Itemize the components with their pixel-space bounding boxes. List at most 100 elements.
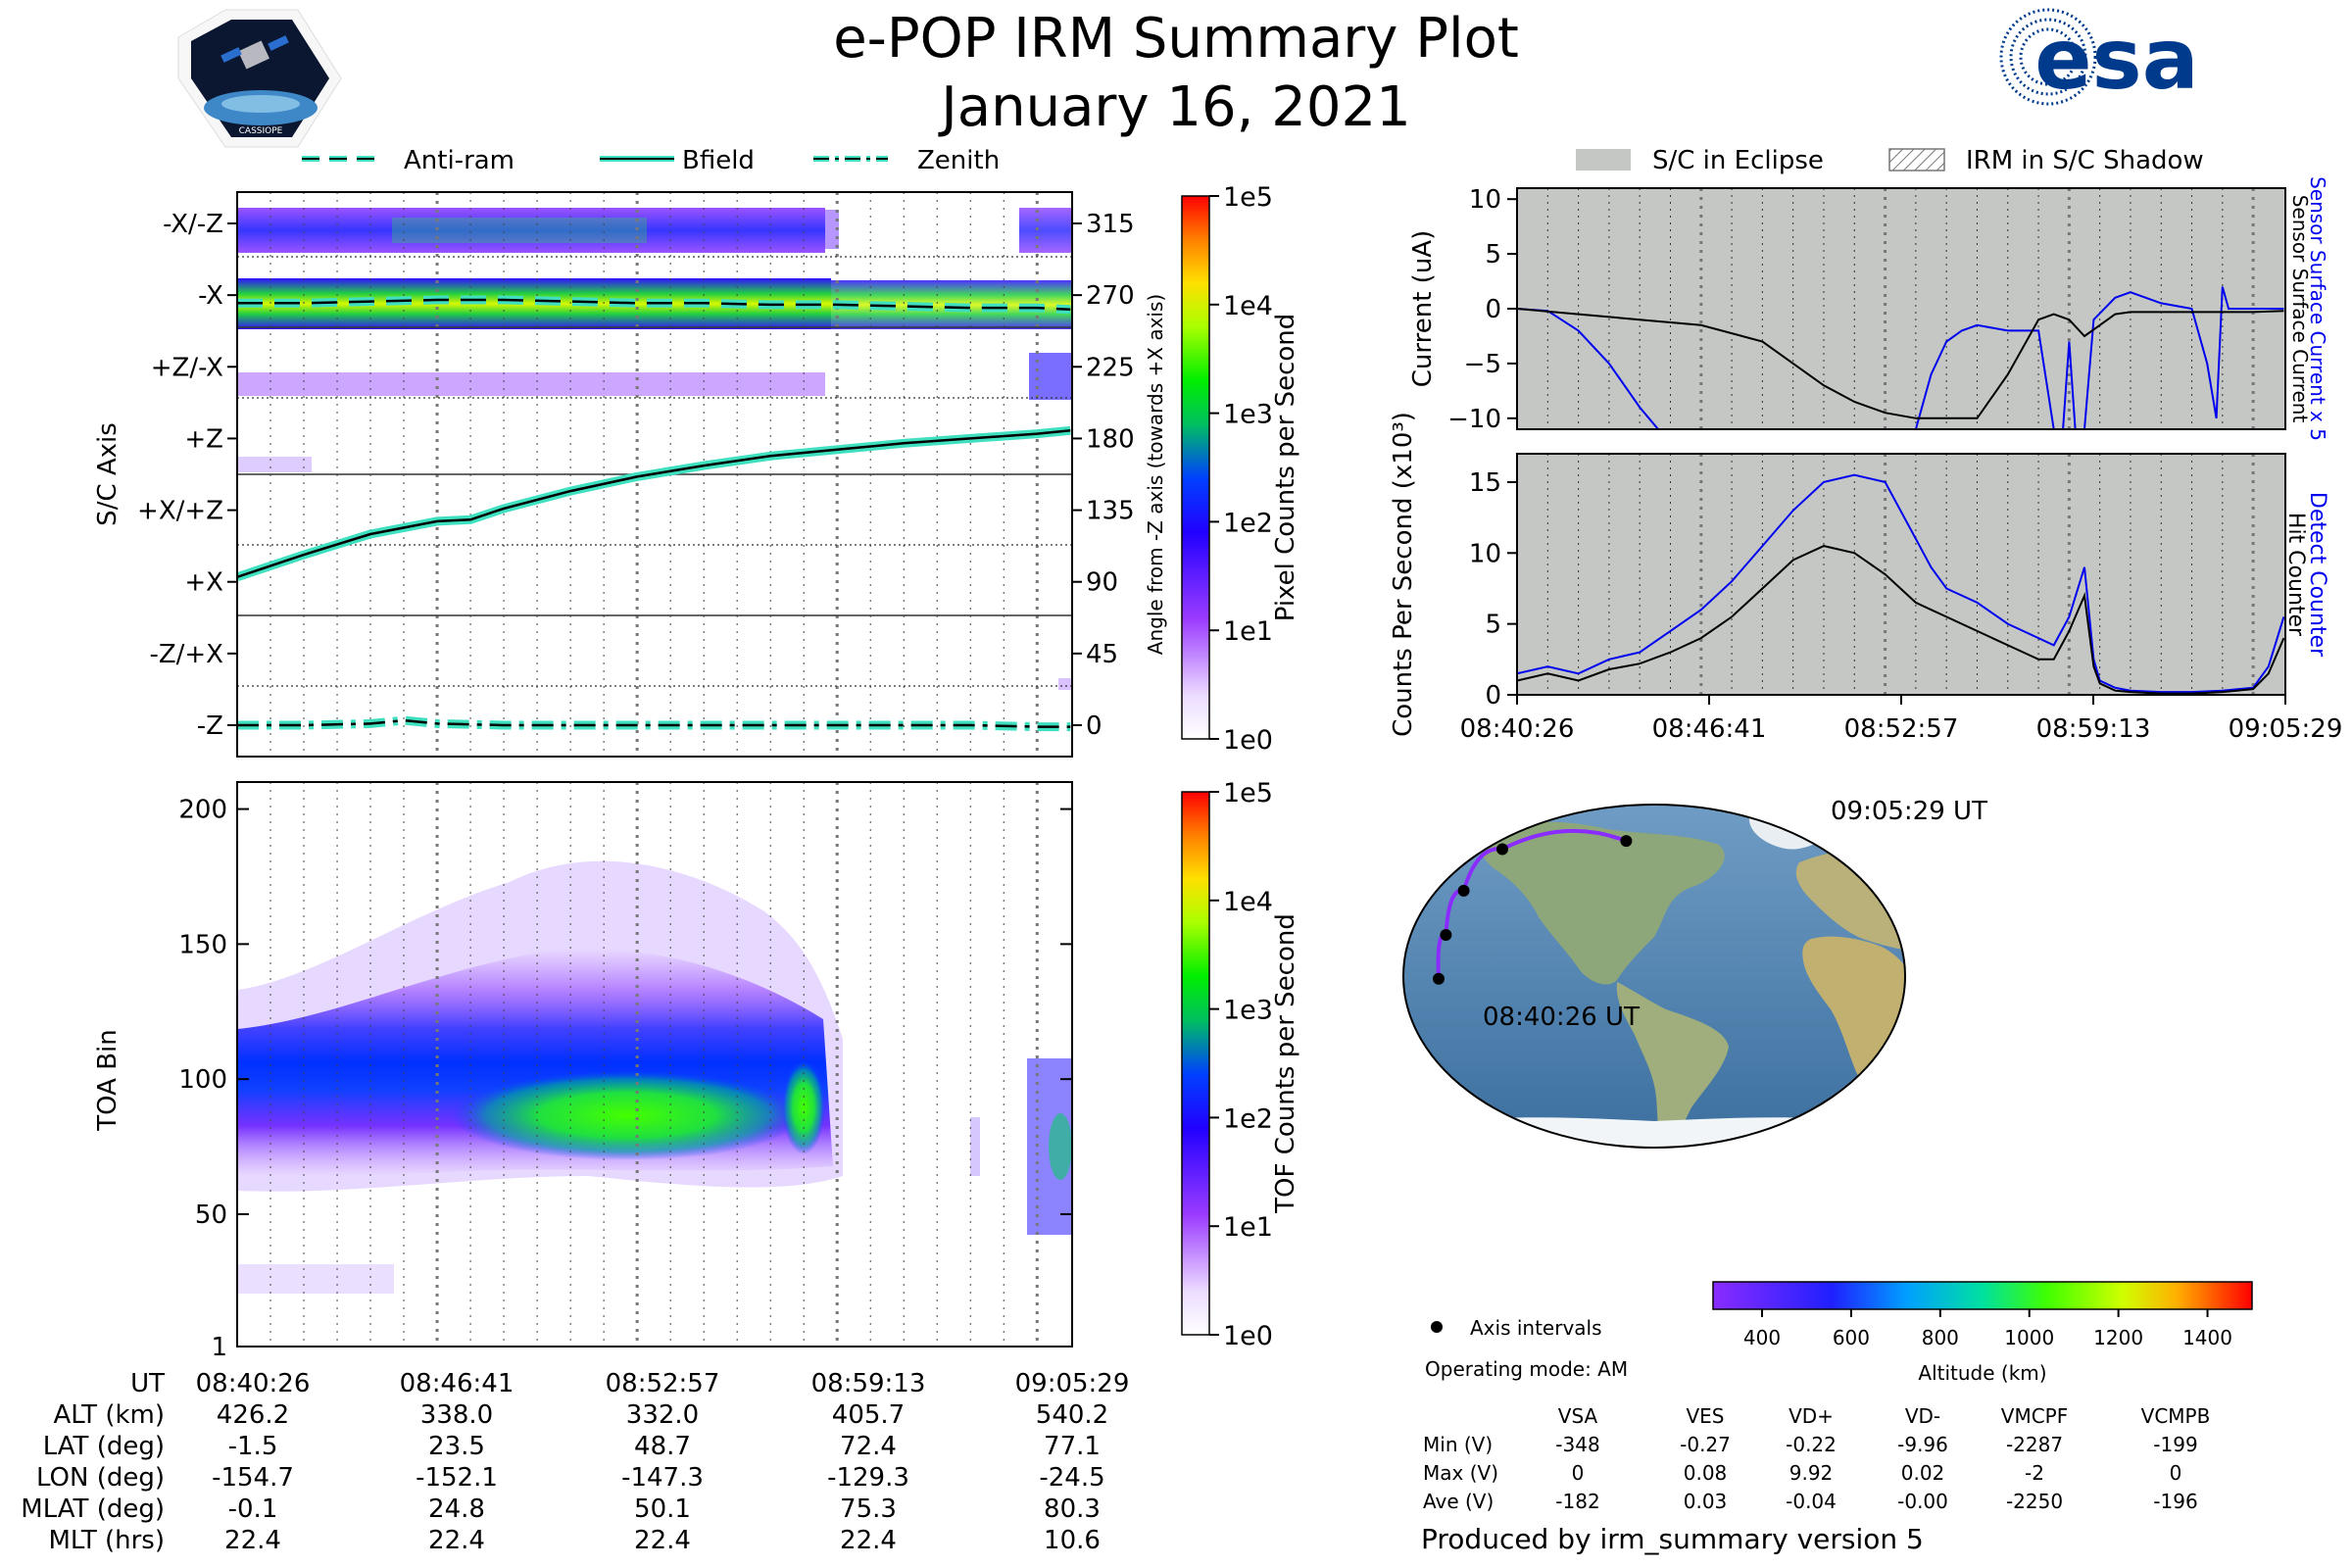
ephemeris-cell: -154.7: [212, 1463, 294, 1493]
sc-axis-ylabel: S/C Axis: [93, 422, 122, 526]
legend-eclipse-swatch: [1576, 149, 1631, 171]
altitude-tick-label: 1200: [2093, 1326, 2143, 1349]
voltage-header: VES: [1686, 1404, 1724, 1428]
voltage-row-label: Max (V): [1423, 1461, 1498, 1485]
ephemeris-cell: 338.0: [420, 1400, 493, 1430]
toa-tick-label: 150: [178, 930, 227, 959]
ephemeris-cell: 23.5: [428, 1432, 485, 1461]
counts-right-label-blue: Detect Counter: [2305, 492, 2329, 658]
altitude-tick-label: 800: [1922, 1326, 1959, 1349]
ephemeris-cell: 09:05:29: [1015, 1369, 1130, 1398]
colorbar-tick-label: 1e4: [1223, 291, 1273, 321]
ephemeris-cell: 08:40:26: [196, 1369, 311, 1398]
current-tick-label: 5: [1485, 240, 1501, 270]
ground-track: [1433, 828, 1633, 985]
sc-category-label: +X: [184, 568, 223, 598]
ephemeris-row-label: UT: [130, 1369, 165, 1398]
current-right-label-black: Sensor Surface Current: [2288, 195, 2312, 423]
colorbar-tick-label: 1e0: [1223, 1321, 1273, 1351]
sc-trace-bfield: [237, 429, 1071, 578]
ephemeris-row-label: MLAT (deg): [21, 1494, 165, 1524]
page-title: e-POP IRM Summary Plot: [833, 7, 1519, 71]
ground-track-marker: [1440, 929, 1452, 941]
ground-track-map: 08:40:26 UT 09:05:29 UT: [1402, 797, 1987, 1149]
counts-right-label-black: Hit Counter: [2283, 513, 2308, 637]
voltage-cell: 0.02: [1901, 1461, 1945, 1485]
toa-tick-label: 100: [178, 1065, 227, 1095]
toa-panel: 200 150 100 50 1 TOA Bin: [93, 781, 1073, 1362]
ground-track-marker: [1620, 835, 1633, 848]
sc-axis-traces: [237, 295, 1071, 732]
ephemeris-cell: 22.4: [224, 1526, 281, 1555]
sc-category-label: -Z: [197, 711, 223, 741]
cassiope-logo-text: CASSIOPE: [239, 126, 283, 136]
map-end-label: 09:05:29 UT: [1831, 797, 1987, 826]
legend-top-right: S/C in Eclipse IRM in S/C Shadow: [1576, 146, 2204, 175]
voltage-header: VD-: [1905, 1404, 1940, 1428]
voltage-cell: -2: [2025, 1461, 2044, 1485]
tof-colorbar: 1e5 1e4 1e3 1e2 1e1 1e0 TOF Counts per Second: [1181, 778, 1300, 1351]
voltage-table: VSA VES VD+ VD- VMCPF VCMPB Min (V) -348 -0.27 -0…: [1423, 1404, 2210, 1513]
counts-ylabel: Counts Per Second (x10³): [1389, 412, 1418, 737]
ephemeris-cell: 426.2: [217, 1400, 289, 1430]
pixel-colorbar: 1e5 1e4 1e3 1e2 1e1 1e0 Pixel Counts per Seco…: [1181, 182, 1300, 756]
sc-trace-zenith: [237, 718, 1071, 728]
current-right-label-blue: Sensor Surface Current x 5: [2306, 176, 2329, 441]
ephemeris-cell: 332.0: [626, 1400, 699, 1430]
legend-shadow-swatch: [1888, 148, 1945, 172]
colorbar-tick-label: 1e2: [1223, 1103, 1273, 1134]
sc-angle-label: 315: [1086, 210, 1135, 239]
ephemeris-cell: 24.8: [428, 1494, 485, 1524]
sc-angle-label: 90: [1086, 568, 1118, 598]
ephemeris-cell: 08:52:57: [606, 1369, 720, 1398]
counts-x-tick-label: 08:52:57: [1844, 714, 1959, 744]
ephemeris-row-label: LON (deg): [36, 1463, 165, 1493]
voltage-cell: -196: [2153, 1490, 2197, 1513]
toa-gridlines: [270, 782, 1039, 1347]
legend-eclipse: S/C in Eclipse: [1652, 146, 1824, 175]
counts-tick-label: 0: [1485, 681, 1501, 710]
ephemeris-cell: 08:46:41: [400, 1369, 514, 1398]
ephemeris-row-label: MLT (hrs): [49, 1526, 166, 1555]
legend-shadow: IRM in S/C Shadow: [1966, 146, 2204, 175]
ephemeris-row-label: ALT (km): [53, 1400, 165, 1430]
voltage-row-label: Min (V): [1423, 1433, 1493, 1456]
toa-tick-label: 50: [195, 1200, 227, 1230]
header: CASSIOPE e-POP IRM Summary Plot January …: [177, 7, 2199, 148]
current-tick-label: 10: [1469, 185, 1501, 215]
ephemeris-cell: -1.5: [228, 1432, 278, 1461]
sc-axis-right-label: Angle from -Z axis (towards +X axis): [1144, 294, 1167, 655]
map-start-label: 08:40:26 UT: [1483, 1003, 1640, 1032]
altitude-label: Altitude (km): [1918, 1361, 2046, 1385]
current-line-sensor-surface-current: [1517, 308, 2284, 419]
counts-x-tick-label: 08:40:26: [1460, 714, 1575, 744]
current-y-ticks: 10 5 0 −5 −10: [1447, 185, 1517, 434]
legend-anti-ram: Anti-ram: [404, 146, 514, 175]
colorbar-tick-label: 1e1: [1223, 616, 1273, 647]
colorbar-tick-label: 1e3: [1223, 400, 1273, 430]
ephemeris-cell: -0.1: [228, 1494, 278, 1524]
ground-track-marker: [1457, 884, 1470, 897]
legend-bfield: Bfield: [682, 146, 755, 175]
toa-tick-label: 200: [178, 796, 227, 825]
ground-track-marker: [1496, 843, 1508, 856]
altitude-tick-label: 400: [1743, 1326, 1781, 1349]
counts-line-detect-counter: [1517, 473, 2285, 694]
ephemeris-cell: 75.3: [840, 1494, 897, 1524]
toa-ylabel: TOA Bin: [93, 1029, 122, 1131]
ephemeris-cell: 80.3: [1044, 1494, 1101, 1524]
current-line-sensor-surface-current-x-5: [1517, 286, 2284, 429]
current-panel: 10 5 0 −5 −10 Current (uA) Sensor Surface Cu…: [1408, 176, 2329, 441]
counts-line-hit-counter: [1517, 545, 2285, 695]
altitude-colorbar: 400 600 800 1000 1200 1400 Altitude (km): [1712, 1281, 2253, 1385]
legend-top-left: Anti-ram Bfield Zenith: [302, 146, 1000, 175]
voltage-cell: -0.27: [1680, 1433, 1731, 1456]
counts-y-ticks: 15 10 5 0: [1469, 468, 1517, 710]
esa-logo: esa: [1999, 8, 2199, 109]
ephemeris-cell: -24.5: [1039, 1463, 1104, 1493]
voltage-cell: 9.92: [1789, 1461, 1834, 1485]
ephemeris-cell: 22.4: [428, 1526, 485, 1555]
sc-angle-label: 135: [1086, 497, 1135, 526]
counts-lines: [1517, 473, 2285, 695]
